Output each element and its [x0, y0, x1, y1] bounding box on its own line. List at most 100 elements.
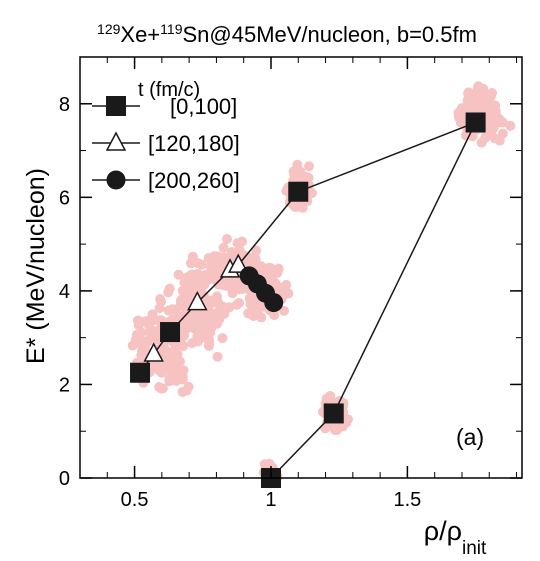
cloud-point: [227, 288, 238, 299]
cloud-point: [173, 269, 184, 280]
cloud-point: [149, 335, 160, 346]
cloud-point: [279, 305, 290, 316]
cloud-point: [252, 298, 263, 309]
y-tick-label: 4: [59, 281, 70, 303]
cloud-point: [217, 333, 228, 344]
cloud-point: [221, 234, 232, 245]
marker-filled-square: [160, 322, 181, 343]
cloud-point: [470, 89, 481, 100]
cloud-point: [187, 312, 198, 323]
cloud-point: [164, 356, 175, 367]
marker-filled-circle: [264, 293, 284, 313]
legend-label: [200,260]: [148, 168, 240, 193]
cloud-point: [212, 309, 223, 320]
cloud-point: [185, 258, 196, 269]
cloud-point: [147, 309, 158, 320]
cloud-point: [133, 337, 144, 348]
cloud-point: [242, 251, 253, 262]
x-tick-label: 1: [265, 489, 276, 511]
legend-label: [0,100]: [170, 94, 237, 119]
cloud-point: [244, 292, 255, 303]
cloud-point: [133, 320, 144, 331]
cloud-point: [296, 170, 307, 181]
cloud-point: [232, 238, 243, 249]
legend-marker: [106, 96, 126, 116]
title-mass-sn: 119: [160, 21, 183, 37]
marker-filled-square: [288, 181, 309, 202]
marker-filled-square: [323, 403, 344, 424]
cloud-point: [212, 251, 223, 262]
cloud-point: [473, 81, 484, 92]
x-label-sub: init: [462, 538, 487, 559]
legend-title: t (fm/c): [138, 79, 200, 101]
x-label-main: ρ/ρ: [424, 516, 462, 546]
marker-open-triangle: [187, 290, 208, 311]
cloud-point: [203, 340, 214, 351]
legend: t (fm/c) [0,100] [120,180] [200,260]: [92, 79, 240, 193]
series-markers: [130, 112, 486, 488]
y-axis-label: E* (MeV/nucleon): [22, 168, 50, 364]
cloud-point: [178, 330, 189, 341]
cloud-point: [193, 258, 204, 269]
cloud-point: [204, 315, 215, 326]
cloud-point: [304, 161, 315, 172]
cloud-point: [249, 252, 260, 263]
cloud-point: [480, 89, 491, 100]
y-tick-label: 2: [59, 374, 70, 396]
plot-frame: [79, 56, 523, 479]
legend-entry: [0,100]: [92, 94, 237, 119]
legend-label: [120,180]: [148, 131, 240, 156]
cloud-point: [210, 264, 221, 275]
axis-ticks: 0.5 1 1.5 0 2 4 6 8: [59, 56, 522, 511]
cloud-point: [218, 280, 229, 291]
x-tick-label: 1.5: [394, 489, 422, 511]
cloud-point: [234, 298, 245, 309]
cloud-point: [248, 310, 259, 321]
title-xe: Xe+: [120, 22, 160, 47]
cloud-point: [234, 282, 245, 293]
marker-filled-square: [465, 112, 486, 133]
cloud-point: [281, 279, 292, 290]
cloud-point: [177, 386, 188, 397]
y-tick-label: 8: [59, 94, 70, 116]
legend-entry: [120,180]: [92, 131, 240, 156]
cloud-point: [337, 421, 348, 432]
cloud-point: [151, 326, 162, 337]
cloud-point: [297, 202, 308, 213]
cloud-point: [488, 122, 499, 133]
cloud-point: [168, 368, 179, 379]
cloud-point: [463, 88, 474, 99]
cloud-point: [476, 137, 487, 148]
cloud-point: [218, 242, 229, 253]
cloud-point: [269, 310, 280, 321]
cloud-point: [256, 312, 267, 323]
cloud-point: [482, 130, 493, 141]
x-tick-label: 0.5: [121, 489, 149, 511]
cloud-point: [212, 351, 223, 362]
title-rest: Sn@45MeV/nucleon, b=0.5fm: [182, 22, 476, 47]
legend-marker: [105, 131, 127, 151]
marker-filled-square: [130, 362, 151, 383]
cloud-point: [342, 414, 353, 425]
legend-marker: [106, 170, 126, 190]
marker-open-triangle: [228, 253, 249, 273]
cloud-point: [175, 368, 186, 379]
cloud-point: [182, 296, 193, 307]
cloud-point: [171, 375, 182, 386]
cloud-point: [163, 287, 174, 298]
y-tick-label: 6: [59, 187, 70, 209]
chart-title: 129Xe+119Sn@45MeV/nucleon, b=0.5fm: [97, 21, 477, 47]
x-axis-label: ρ/ρinit: [424, 516, 487, 559]
cloud-point: [288, 166, 299, 177]
cloud-point: [264, 262, 275, 273]
plot-border: [79, 56, 523, 479]
cloud-point: [211, 291, 222, 302]
cloud-point: [154, 382, 165, 393]
cloud-point: [283, 288, 294, 299]
cloud-point: [192, 268, 203, 279]
cloud-point: [204, 270, 215, 281]
y-tick-label: 0: [59, 468, 70, 490]
marker-open-triangle: [143, 342, 164, 362]
title-mass-xe: 129: [97, 21, 121, 37]
